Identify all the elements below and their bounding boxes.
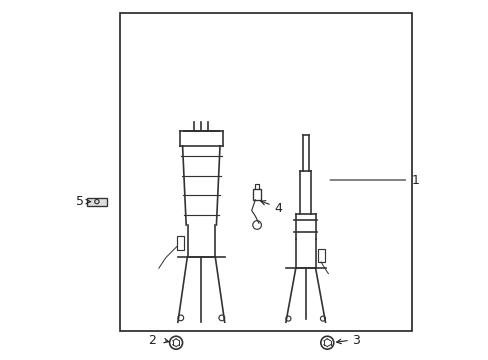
Text: 4: 4: [273, 202, 281, 215]
Text: 3: 3: [352, 334, 360, 347]
Text: 1: 1: [411, 174, 419, 186]
Bar: [177, 236, 183, 250]
Bar: [87, 198, 107, 206]
Text: 2: 2: [148, 334, 156, 347]
Bar: [252, 189, 261, 200]
Bar: [120, 13, 411, 331]
Bar: [317, 249, 324, 262]
Text: 5: 5: [76, 195, 84, 208]
